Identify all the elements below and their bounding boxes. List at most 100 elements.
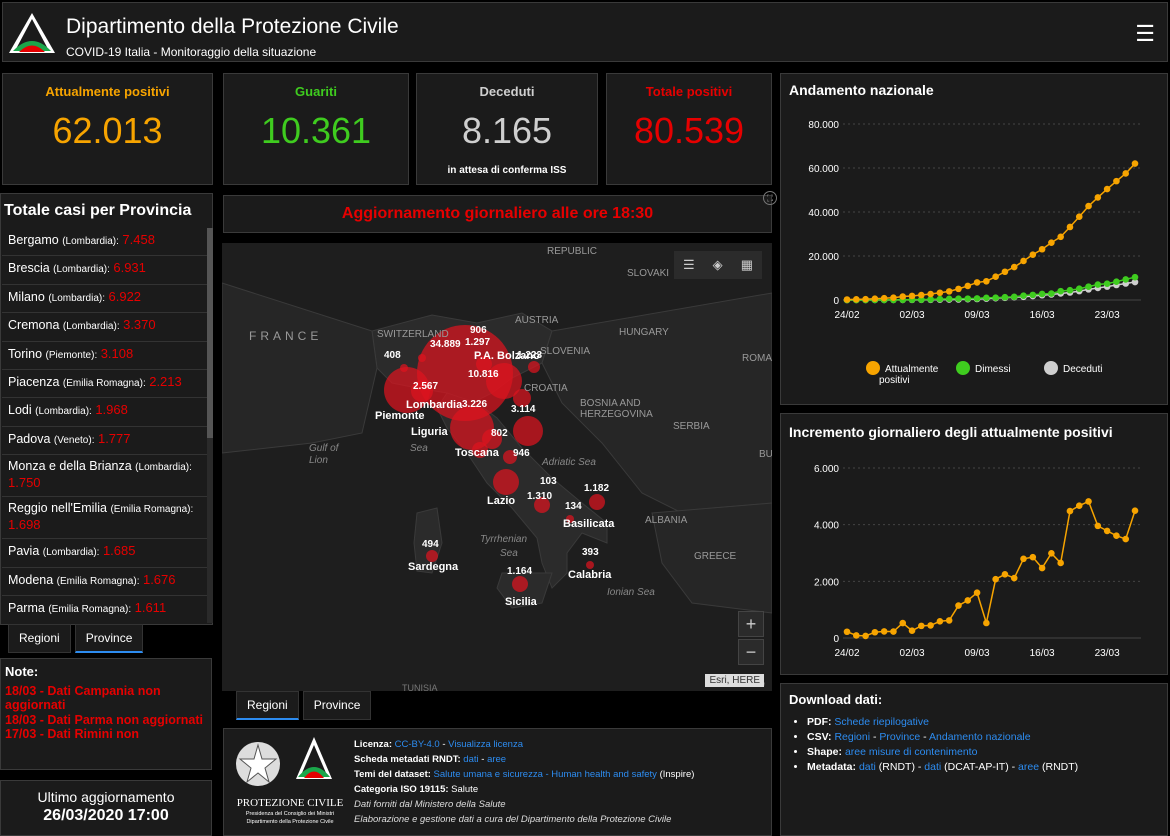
data-point — [955, 285, 962, 293]
province-row[interactable]: Milano (Lombardia): 6.922 — [2, 285, 207, 314]
map-toolbar: ☰ ◈ ▦ — [674, 251, 762, 279]
province-value: 7.458 — [122, 232, 155, 247]
info-panel: PROTEZIONE CIVILE Presidenza del Consigl… — [223, 728, 772, 836]
data-point — [1020, 292, 1027, 299]
shape-link[interactable]: aree misure di contenimento — [844, 746, 978, 758]
province-value: 1.698 — [8, 516, 41, 532]
legend-marker — [866, 361, 880, 375]
province-row[interactable]: Lodi (Lombardia): 1.968 — [2, 398, 207, 427]
legend-icon[interactable]: ☰ — [683, 257, 695, 272]
map-country-label: HERZEGOVINA — [580, 409, 653, 420]
map-attribution[interactable]: Esri, HERE — [705, 674, 764, 687]
protezione-civile-logo — [296, 737, 332, 779]
data-point — [1103, 527, 1111, 535]
data-point — [880, 294, 888, 302]
map-value-label: 393 — [582, 547, 599, 558]
map-value-label: 1.164 — [507, 566, 533, 577]
data-point — [871, 295, 879, 303]
kpi-value: 80.539 — [633, 110, 745, 151]
province-row[interactable]: Cremona (Lombardia): 3.370 — [2, 313, 207, 342]
province-row[interactable]: Brescia (Lombardia): 6.931 — [2, 256, 207, 285]
province-row[interactable]: Piacenza (Emilia Romagna): 2.213 — [2, 370, 207, 399]
province-name: Milano — [8, 289, 45, 304]
csv-andamento-link[interactable]: Andamento nazionale — [929, 731, 1031, 743]
province-list[interactable]: Bergamo (Lombardia): 7.458 Brescia (Lomba… — [2, 228, 207, 623]
map-view[interactable]: FRANCE SWITZERLAND AUSTRIA HUNGARY SLOVE… — [222, 243, 772, 691]
map-region-label: Lazio — [487, 495, 516, 507]
csv-regioni-link[interactable]: Regioni — [834, 731, 871, 743]
province-row[interactable]: Monza e della Brianza (Lombardia): 1.750 — [2, 455, 207, 498]
map-value-label: 906 — [470, 325, 487, 336]
data-point — [1075, 285, 1083, 293]
map-region-label: P.A. Bolzano — [474, 350, 540, 362]
map-tabs: Regioni Province — [236, 691, 372, 720]
italy-map[interactable] — [222, 243, 772, 691]
map-sea-label: Sea — [410, 443, 428, 454]
map-country-label: REPUBLIC — [547, 246, 598, 257]
license-link[interactable]: CC-BY-4.0 — [394, 739, 440, 750]
data-point — [1122, 170, 1130, 177]
data-point — [1085, 202, 1092, 210]
view-license-link[interactable]: Visualizza licenza — [448, 739, 523, 750]
tab-map-regioni[interactable]: Regioni — [236, 691, 299, 720]
meta-aree-link[interactable]: aree — [1018, 761, 1040, 773]
data-point — [1113, 532, 1120, 539]
csv-province-link[interactable]: Province — [879, 731, 921, 743]
y-tick-label: 80.000 — [808, 120, 839, 131]
province-row[interactable]: Bergamo (Lombardia): 7.458 — [2, 228, 207, 257]
hamburger-menu-icon[interactable]: ☰ — [1135, 21, 1155, 46]
layers-icon[interactable]: ◈ — [712, 257, 723, 272]
iso-label: Categoria ISO 19115: — [354, 784, 449, 795]
province-region: (Lombardia): — [53, 264, 110, 276]
province-row[interactable]: Reggio nell'Emilia (Emilia Romagna): 1.6… — [2, 497, 207, 540]
iso-value: Salute — [451, 784, 479, 795]
data-point — [992, 294, 999, 302]
license-label: Licenza: — [354, 739, 393, 750]
app-subtitle: COVID-19 Italia - Monitoraggio della sit… — [66, 45, 317, 59]
map-country-label: BU — [759, 449, 772, 460]
andamento-chart[interactable]: 0 20.000 40.000 60.000 80.000 24/02 02/03 09/03… — [781, 84, 1167, 404]
map-value-label: 1.310 — [527, 491, 553, 502]
province-name: Reggio nell'Emilia — [8, 501, 107, 516]
province-name: Piacenza — [8, 374, 60, 389]
province-panel-title: Totale casi per Provincia — [4, 202, 192, 219]
data-point — [1122, 276, 1130, 283]
zoom-out-button[interactable]: − — [738, 639, 764, 665]
metadata-link-dati[interactable]: dati — [463, 754, 479, 765]
province-value: 6.922 — [108, 288, 142, 304]
map-region-label: Piemonte — [375, 410, 425, 422]
province-name: Bergamo — [8, 233, 59, 247]
meta-dati-rndt-link[interactable]: dati — [858, 761, 876, 773]
province-row[interactable]: Pavia (Lombardia): 1.685 — [2, 539, 207, 568]
tab-regioni[interactable]: Regioni — [8, 624, 71, 653]
tab-province[interactable]: Province — [74, 624, 144, 653]
pdf-link[interactable]: Schede riepilogative — [834, 716, 929, 728]
metadata-link-aree[interactable]: aree — [487, 754, 507, 765]
data-point — [1029, 251, 1037, 258]
data-point — [936, 289, 944, 297]
source-text: Dati forniti dal Ministero della Salute — [354, 799, 506, 810]
basemap-gallery-icon[interactable]: ▦ — [740, 257, 753, 272]
themes-link[interactable]: Salute umana e sicurezza - Human health … — [433, 769, 657, 780]
themes-label: Temi del dataset: — [354, 769, 431, 780]
meta-dati-dcat-link[interactable]: dati — [924, 761, 942, 773]
data-point — [1057, 559, 1064, 567]
province-value: 3.370 — [123, 317, 156, 333]
last-update-panel: Ultimo aggiornamento 26/03/2020 17:00 — [0, 780, 212, 836]
app-title: Dipartimento della Protezione Civile — [66, 15, 399, 38]
province-region: (Emilia Romagna): — [62, 377, 146, 389]
province-row[interactable]: Torino (Piemonte): 3.108 — [2, 342, 207, 370]
province-row[interactable]: Parma (Emilia Romagna): 1.611 — [2, 596, 207, 623]
province-row[interactable]: Padova (Veneto): 1.777 — [2, 427, 207, 456]
incremento-chart[interactable]: 0 2.000 4.000 6.000 24/02 02/03 09/03 16/03 23/0… — [781, 424, 1167, 674]
province-scrollbar[interactable] — [207, 228, 213, 623]
province-row[interactable]: Modena (Emilia Romagna): 1.676 — [2, 568, 207, 596]
province-region: (Lombardia): — [35, 406, 92, 418]
left-tabs: Regioni Province — [8, 624, 144, 653]
data-point — [1122, 535, 1130, 543]
fullscreen-icon[interactable]: ⛶ — [763, 191, 777, 205]
data-point — [890, 294, 897, 301]
meta-text: (RNDT) - — [878, 761, 922, 773]
zoom-in-button[interactable]: + — [738, 611, 764, 637]
tab-map-province[interactable]: Province — [302, 691, 372, 720]
